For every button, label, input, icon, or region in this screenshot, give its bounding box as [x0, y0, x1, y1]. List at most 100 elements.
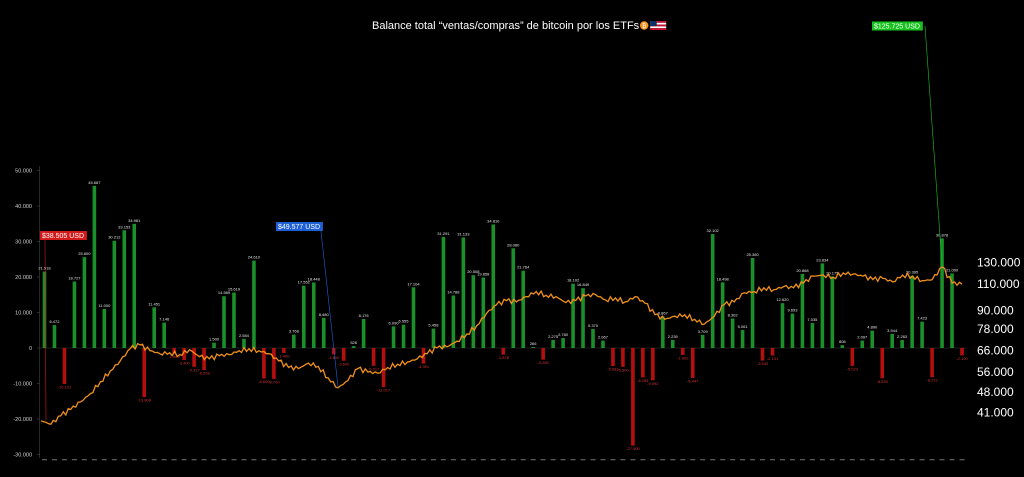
x-axis-tick-mark [949, 459, 955, 461]
bar-value-label: 2.275 [548, 334, 559, 339]
x-axis-tick-mark [630, 459, 636, 461]
right-tick-label: 78.000 [977, 322, 1014, 336]
x-axis-tick-mark [889, 459, 895, 461]
bar-value-label: 34.810 [487, 218, 500, 223]
balance-bar [661, 316, 665, 348]
x-axis-tick-mark [899, 459, 905, 461]
bar-value-label: 21.764 [517, 265, 530, 270]
balance-bar [341, 348, 346, 361]
bar-value-label: 15.619 [228, 287, 241, 292]
x-axis-tick-mark [91, 459, 97, 461]
start-price-callout-text: $38.505 USD [42, 233, 84, 240]
bar-value-label: 33.153 [118, 224, 131, 229]
bar-value-label: -9.092 [647, 381, 659, 386]
left-tick-label: 0 [29, 346, 32, 352]
x-axis-tick-mark [241, 459, 247, 461]
balance-bar [132, 223, 137, 348]
bar-value-label: 6.090 [389, 320, 400, 325]
bar-value-label: -8.447 [687, 378, 699, 383]
x-axis-tick-mark [620, 459, 626, 461]
bar-value-label: 1.500 [209, 337, 220, 342]
bar-value-label: 7.146 [159, 317, 170, 322]
bar-value-label: -13.808 [137, 398, 151, 403]
balance-bar [272, 348, 276, 379]
x-axis-tick-mark [361, 459, 367, 461]
svg-text:₿: ₿ [642, 23, 647, 30]
balance-bar [700, 334, 705, 348]
bar-value-label: 28.080 [507, 242, 520, 247]
balance-bar [82, 257, 87, 348]
x-axis-tick-mark [301, 459, 307, 461]
bar-value-label: -11.017 [377, 388, 391, 393]
right-tick-label: 41.000 [977, 406, 1014, 420]
flag-stripe [650, 28, 667, 30]
x-axis-tick-mark [770, 459, 776, 461]
left-tick-label: 30.000 [15, 240, 32, 246]
balance-bar [301, 285, 306, 348]
balance-bar [232, 292, 236, 348]
bar-value-label: 23.834 [816, 257, 829, 262]
balance-bar [930, 348, 934, 378]
balance-bar [840, 345, 845, 348]
x-axis-tick-mark [550, 459, 556, 461]
bar-value-label: 20.175 [826, 270, 839, 275]
bar-value-label: 30.212 [108, 235, 121, 240]
x-axis-tick-mark [440, 459, 446, 461]
low-price-callout: $49.577 USD [276, 221, 339, 388]
bar-value-label: 2.780 [558, 332, 569, 337]
x-axis-tick-mark [131, 459, 137, 461]
x-axis-tick-mark [510, 459, 516, 461]
bar-value-label: 17.552 [298, 280, 311, 285]
balance-bar [401, 324, 406, 348]
bar-value-label: 18.727 [68, 276, 81, 281]
low-price-callout-leader [319, 221, 339, 388]
bar-value-label: 7.423 [917, 316, 928, 321]
high-price-callout-text: $125.725 USD [874, 24, 920, 31]
x-axis-tick-mark [331, 459, 337, 461]
x-axis-tick-mark [799, 459, 805, 461]
bar-value-label: -3.540 [757, 361, 769, 366]
x-axis-tick-mark [460, 459, 466, 461]
bar-value-label: -5.017 [368, 366, 380, 371]
x-axis-tick-mark [271, 459, 277, 461]
x-axis-tick-mark [391, 459, 397, 461]
x-axis-tick-mark [879, 459, 885, 461]
balance-bar [950, 273, 954, 348]
balance-bar [910, 275, 914, 348]
bar-value-label: -27.500 [626, 446, 640, 451]
bar-value-label: 45.687 [88, 180, 101, 185]
bar-value-label: -4.391 [418, 364, 430, 369]
bar-value-label: -3.280 [537, 360, 549, 365]
x-axis-tick-mark [829, 459, 835, 461]
x-axis-tick-mark [111, 459, 117, 461]
right-tick-label: 110.000 [977, 277, 1020, 291]
balance-bar [820, 263, 825, 348]
balance-bar [551, 339, 555, 348]
x-axis-tick-mark [381, 459, 387, 461]
bar-value-label: 31.291 [437, 231, 450, 236]
bar-value-label: -2.100 [956, 356, 968, 361]
bar-value-label: -8.212 [926, 378, 938, 383]
x-axis-tick-mark [600, 459, 606, 461]
x-axis-tick-mark [560, 459, 566, 461]
balance-bar [381, 348, 386, 388]
x-axis-tick-mark [71, 459, 77, 461]
x-axis-tick-mark [121, 459, 127, 461]
bar-value-label: 34.981 [128, 218, 141, 223]
right-tick-label: 56.000 [977, 365, 1014, 379]
balance-bar [670, 340, 675, 348]
x-axis-tick-mark [720, 459, 726, 461]
balance-bar [351, 346, 356, 348]
bar-value-label: 5.458 [428, 323, 439, 328]
balance-bar [212, 342, 216, 348]
x-axis-tick-mark [779, 459, 785, 461]
x-axis-tick-mark [151, 459, 157, 461]
bar-value-label: 2.239 [668, 334, 679, 339]
x-axis-tick-mark [410, 459, 416, 461]
balance-bar [850, 348, 855, 366]
balance-bar [900, 339, 904, 348]
balance-bar [830, 276, 835, 348]
flag-stripe [650, 26, 667, 29]
bar-value-label: -8.284 [637, 378, 649, 383]
x-axis-tick-mark [201, 459, 207, 461]
